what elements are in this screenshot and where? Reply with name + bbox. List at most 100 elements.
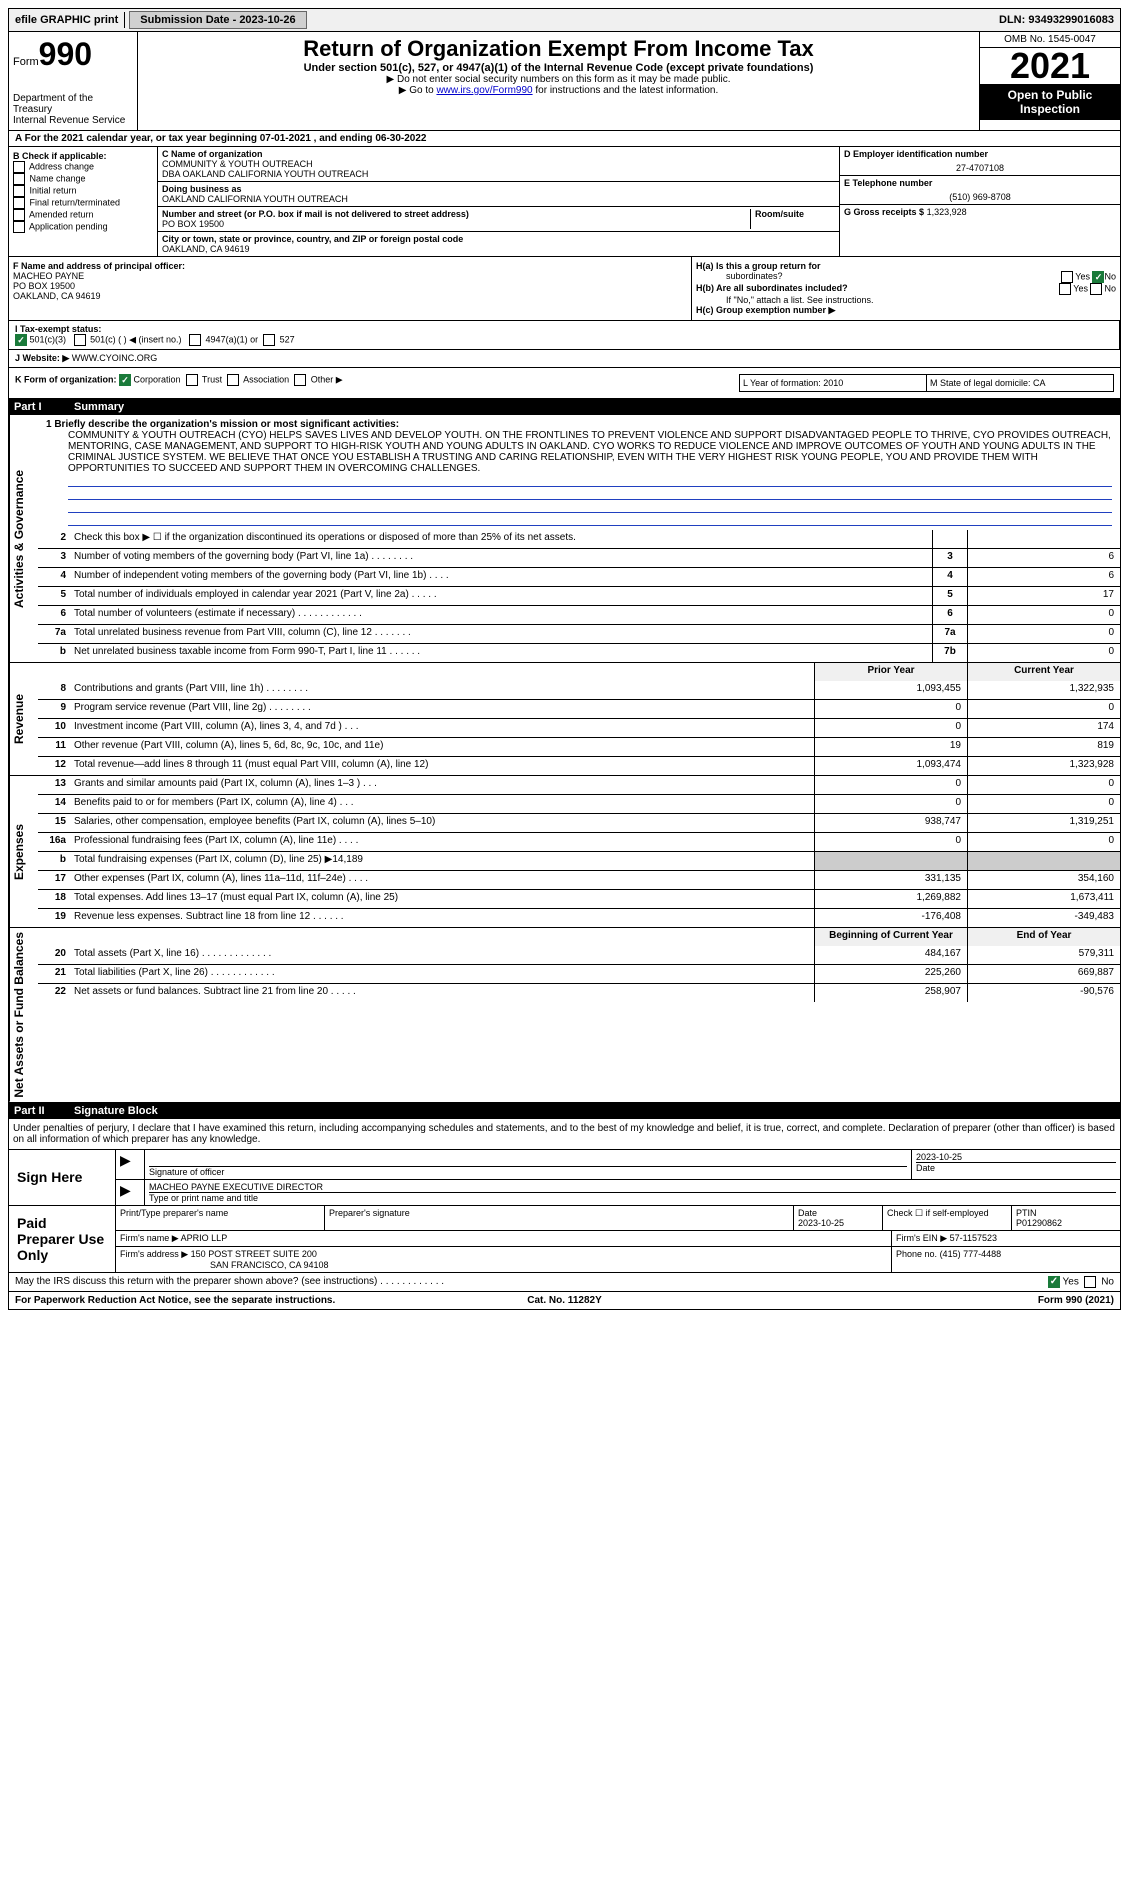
netassets-header-row: Beginning of Current Year End of Year xyxy=(38,928,1120,946)
mission-text: COMMUNITY & YOUTH OUTREACH (CYO) HELPS S… xyxy=(68,430,1112,474)
sig-officer-label: Signature of officer xyxy=(149,1166,907,1177)
footer: For Paperwork Reduction Act Notice, see … xyxy=(8,1292,1121,1310)
officer-name: MACHEO PAYNE xyxy=(13,271,687,281)
expenses-sidelabel: Expenses xyxy=(9,776,38,927)
prep-date: 2023-10-25 xyxy=(798,1218,878,1228)
form-prefix: Form xyxy=(13,56,39,68)
gross-value: 1,323,928 xyxy=(927,207,967,217)
netassets-sidelabel: Net Assets or Fund Balances xyxy=(9,928,38,1102)
4947-checkbox[interactable] xyxy=(189,334,201,346)
ha-yes-checkbox[interactable] xyxy=(1061,271,1073,283)
irs-label: Internal Revenue Service xyxy=(13,115,133,126)
address-cell: Number and street (or P.O. box if mail i… xyxy=(158,207,839,232)
part-i-label: Part I xyxy=(14,401,74,413)
col-b-label: B Check if applicable: xyxy=(13,151,153,161)
hb-yes-checkbox[interactable] xyxy=(1059,283,1071,295)
prep-name-label: Print/Type preparer's name xyxy=(116,1206,325,1230)
row-i-tax-status: I Tax-exempt status: ✓ 501(c)(3) 501(c) … xyxy=(8,321,1121,350)
firm-phone-label: Phone no. xyxy=(896,1249,937,1259)
irs-link[interactable]: www.irs.gov/Form990 xyxy=(436,85,532,96)
expense-line: 14Benefits paid to or for members (Part … xyxy=(38,794,1120,813)
ha-sub: subordinates? xyxy=(696,271,783,283)
expense-line: 18Total expenses. Add lines 13–17 (must … xyxy=(38,889,1120,908)
gov-line: 7aTotal unrelated business revenue from … xyxy=(38,624,1120,643)
ha-no-checkbox[interactable]: ✓ xyxy=(1092,271,1104,283)
expense-line: 19Revenue less expenses. Subtract line 1… xyxy=(38,908,1120,927)
opt-corp: Corporation xyxy=(134,374,181,384)
sign-here-label: Sign Here xyxy=(9,1150,116,1205)
discuss-row: May the IRS discuss this return with the… xyxy=(8,1273,1121,1292)
discuss-no-checkbox[interactable] xyxy=(1084,1276,1096,1288)
arrow-icon: ▶ xyxy=(120,1182,131,1198)
form-subtitle: Under section 501(c), 527, or 4947(a)(1)… xyxy=(142,62,975,74)
expense-line: 15Salaries, other compensation, employee… xyxy=(38,813,1120,832)
ein-label: D Employer identification number xyxy=(844,149,1116,159)
boy-header: Beginning of Current Year xyxy=(814,928,967,946)
opt-trust: Trust xyxy=(202,374,222,384)
main-info-block: B Check if applicable: Address change Na… xyxy=(8,147,1121,257)
prep-date-label: Date xyxy=(798,1208,878,1218)
dba-label: Doing business as xyxy=(162,184,835,194)
checkbox[interactable] xyxy=(13,221,25,233)
officer-addr2: OAKLAND, CA 94619 xyxy=(13,291,687,301)
checkbox[interactable] xyxy=(13,197,25,209)
checkbox[interactable] xyxy=(13,161,25,173)
part-i-header: Part I Summary xyxy=(8,399,1121,415)
trust-checkbox[interactable] xyxy=(186,374,198,386)
corp-checkbox[interactable]: ✓ xyxy=(119,374,131,386)
form-note2: ▶ Go to www.irs.gov/Form990 for instruct… xyxy=(142,85,975,96)
row-j-website: J Website: ▶ WWW.CYOINC.ORG xyxy=(8,350,1121,368)
form-org-label: K Form of organization: xyxy=(15,374,117,384)
discuss-no: No xyxy=(1101,1276,1114,1287)
note2-post: for instructions and the latest informat… xyxy=(533,85,719,96)
501c3-checkbox[interactable]: ✓ xyxy=(15,334,27,346)
footer-right: Form 990 (2021) xyxy=(748,1295,1114,1306)
dln-label: DLN: 93493299016083 xyxy=(993,12,1120,28)
checkbox[interactable] xyxy=(13,185,25,197)
addr-value: PO BOX 19500 xyxy=(162,219,750,229)
dept-label: Department of the Treasury xyxy=(13,93,133,115)
527-checkbox[interactable] xyxy=(263,334,275,346)
checkbox[interactable] xyxy=(13,209,25,221)
opt-other: Other ▶ xyxy=(311,374,343,384)
501c-checkbox[interactable] xyxy=(74,334,86,346)
penalty-statement: Under penalties of perjury, I declare th… xyxy=(8,1119,1121,1150)
firm-addr-label: Firm's address ▶ xyxy=(120,1249,188,1259)
opt-assoc: Association xyxy=(243,374,289,384)
col-b-item: Address change xyxy=(13,161,153,173)
netasset-line: 21Total liabilities (Part X, line 26) . … xyxy=(38,964,1120,983)
gov-line: bNet unrelated business taxable income f… xyxy=(38,643,1120,662)
org-name-label: C Name of organization xyxy=(162,149,835,159)
discuss-yes-checkbox[interactable]: ✓ xyxy=(1048,1276,1060,1288)
type-name-label: Type or print name and title xyxy=(149,1192,1116,1203)
officer-name-title: MACHEO PAYNE EXECUTIVE DIRECTOR xyxy=(149,1182,1116,1192)
dba-cell: Doing business as OAKLAND CALIFORNIA YOU… xyxy=(158,182,839,207)
addr-label: Number and street (or P.O. box if mail i… xyxy=(162,209,750,219)
efile-label: efile GRAPHIC print xyxy=(9,12,125,28)
ptin-label: PTIN xyxy=(1016,1208,1116,1218)
prep-sig-label: Preparer's signature xyxy=(325,1206,794,1230)
revenue-sidelabel: Revenue xyxy=(9,663,38,775)
ha-yesno: Yes ✓No xyxy=(1061,271,1116,283)
ein-value: 27-4707108 xyxy=(844,163,1116,173)
tel-row: E Telephone number (510) 969-8708 xyxy=(840,176,1120,205)
form-number: 990 xyxy=(39,36,92,72)
other-checkbox[interactable] xyxy=(294,374,306,386)
checkbox[interactable] xyxy=(13,173,25,185)
org-dba1: DBA OAKLAND CALIFORNIA YOUTH OUTREACH xyxy=(162,169,835,179)
revenue-line: 8Contributions and grants (Part VIII, li… xyxy=(38,681,1120,699)
mission-rule xyxy=(68,489,1112,500)
submission-date-button[interactable]: Submission Date - 2023-10-26 xyxy=(129,11,306,29)
hb-no-checkbox[interactable] xyxy=(1090,283,1102,295)
officer-block: F Name and address of principal officer:… xyxy=(9,257,692,320)
gross-row: G Gross receipts $ 1,323,928 xyxy=(840,205,1120,219)
prior-year-header: Prior Year xyxy=(814,663,967,681)
assoc-checkbox[interactable] xyxy=(227,374,239,386)
mission-rule xyxy=(68,502,1112,513)
ein-row: D Employer identification number 27-4707… xyxy=(840,147,1120,176)
col-b-item: Final return/terminated xyxy=(13,197,153,209)
group-return-block: H(a) Is this a group return for subordin… xyxy=(692,257,1120,320)
part-ii-title: Signature Block xyxy=(74,1105,158,1117)
tax-status-label: I Tax-exempt status: xyxy=(15,324,101,334)
expenses-section: Expenses 13Grants and similar amounts pa… xyxy=(8,776,1121,928)
